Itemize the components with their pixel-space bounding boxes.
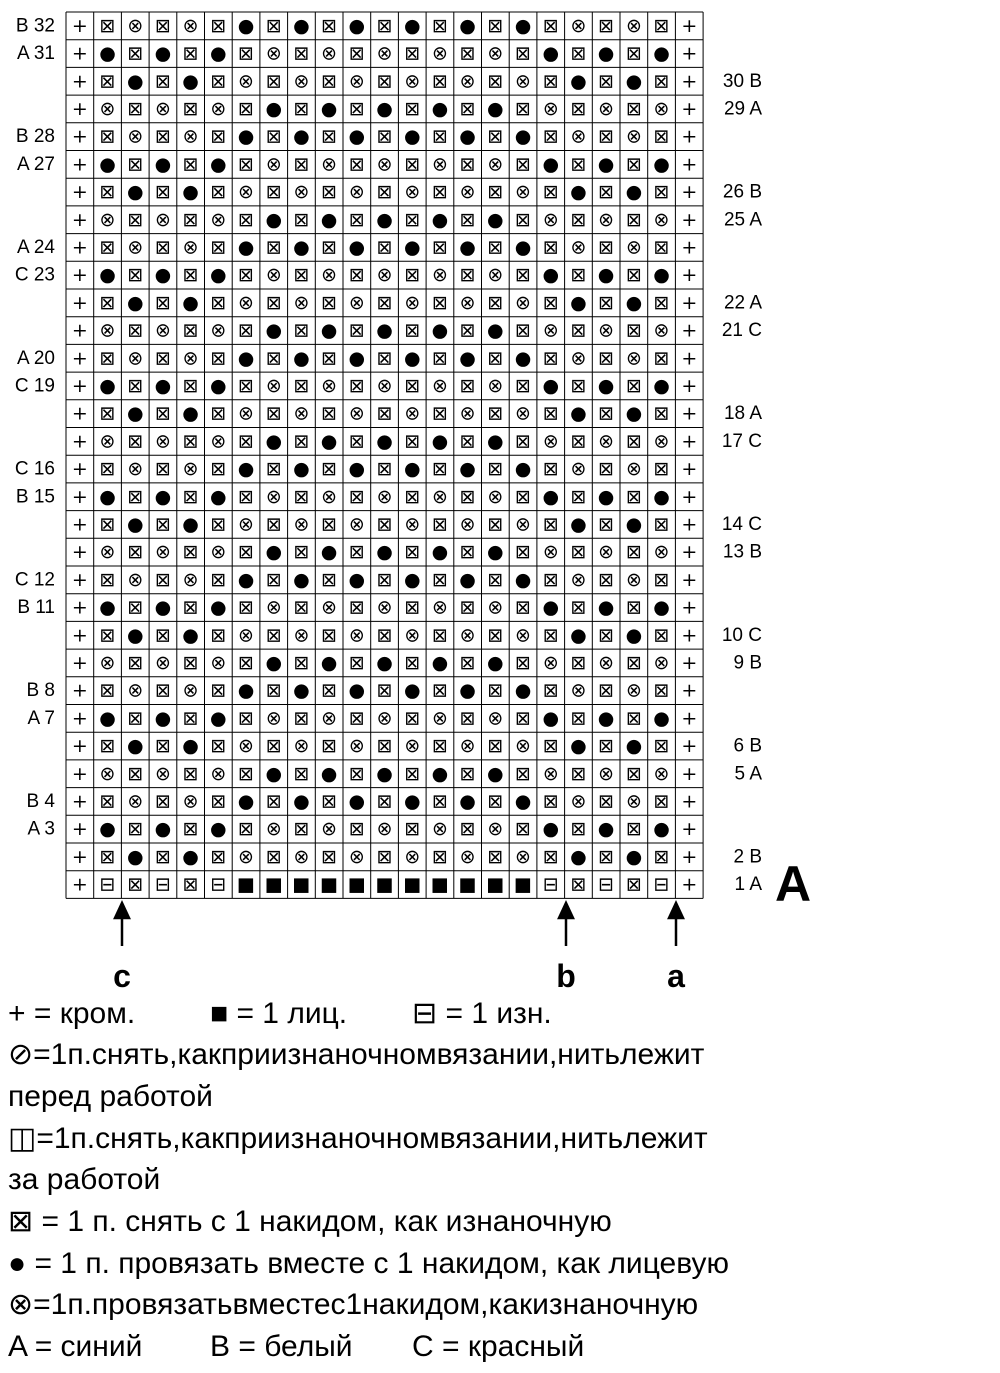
row-label: C 12 <box>15 569 55 590</box>
row-label: B 28 <box>16 126 55 147</box>
row-label: A 3 <box>28 819 55 840</box>
chart-row: +⊠⊗⊠⊗⊠●⊠●⊠●⊠●⊠●⊠●⊠⊗⊠⊗⊠+ <box>72 790 697 812</box>
row-label: B 15 <box>16 486 55 507</box>
row-label: A 27 <box>17 154 55 175</box>
chart-row: +●⊠●⊠●⊠⊗⊠⊗⊠⊗⊠⊗⊠⊗⊠●⊠●⊠●+ <box>72 486 697 508</box>
row-label: 30 B <box>723 71 762 92</box>
chart-row: +⊠●⊠●⊠⊗⊠⊗⊠⊗⊠⊗⊠⊗⊠⊗⊠●⊠●⊠+ <box>72 292 697 314</box>
arrows <box>113 900 685 946</box>
legend-text: B = белый <box>210 1330 353 1363</box>
column-marker: b <box>556 958 576 994</box>
chart-row: +⊗⊠⊗⊠⊗⊠●⊠●⊠●⊠●⊠●⊠⊗⊠⊗⊠⊗+ <box>72 541 697 563</box>
row-label: C 23 <box>15 265 55 286</box>
chart-row: +⊠⊗⊠⊗⊠●⊠●⊠●⊠●⊠●⊠●⊠⊗⊠⊗⊠+ <box>72 347 697 369</box>
row-label: 18 A <box>724 403 762 424</box>
chart-row: +●⊠●⊠●⊠⊗⊠⊗⊠⊗⊠⊗⊠⊗⊠●⊠●⊠●+ <box>72 707 697 729</box>
row-label: 2 B <box>733 846 762 867</box>
row-label: 25 A <box>724 209 762 230</box>
row-label: A 31 <box>17 43 55 64</box>
chart-row: +⊠⊗⊠⊗⊠●⊠●⊠●⊠●⊠●⊠●⊠⊗⊠⊗⊠+ <box>72 15 697 37</box>
legend-text: C = красный <box>412 1330 584 1363</box>
chart-row: +●⊠●⊠●⊠⊗⊠⊗⊠⊗⊠⊗⊠⊗⊠●⊠●⊠●+ <box>72 43 697 65</box>
legend-text: A = синий <box>8 1330 142 1363</box>
row-label: 17 C <box>722 431 762 452</box>
row-label: 29 A <box>724 98 762 119</box>
column-marker: c <box>113 958 131 994</box>
legend-text: ⊠ = 1 п. снять с 1 накидом, как изнаночн… <box>8 1205 612 1238</box>
chart-row: +⊠⊗⊠⊗⊠●⊠●⊠●⊠●⊠●⊠●⊠⊗⊠⊗⊠+ <box>72 569 697 591</box>
chart-row: +⊗⊠⊗⊠⊗⊠●⊠●⊠●⊠●⊠●⊠⊗⊠⊗⊠⊗+ <box>72 652 697 674</box>
chart-row: +⊠●⊠●⊠⊗⊠⊗⊠⊗⊠⊗⊠⊗⊠⊗⊠●⊠●⊠+ <box>72 624 697 646</box>
row-label: A 24 <box>17 237 55 258</box>
chart-label: A <box>775 856 811 912</box>
row-label: A 20 <box>17 348 55 369</box>
legend-text: ⊗=1п.провязатьвместес1накидом,какизнаноч… <box>8 1288 698 1321</box>
chart-row: +⊠⊗⊠⊗⊠●⊠●⊠●⊠●⊠●⊠●⊠⊗⊠⊗⊠+ <box>72 236 697 258</box>
legend-text: перед работой <box>8 1080 213 1113</box>
chart-row: +⊠●⊠●⊠⊗⊠⊗⊠⊗⊠⊗⊠⊗⊠⊗⊠●⊠●⊠+ <box>72 846 697 868</box>
row-label: C 19 <box>15 375 55 396</box>
legend-text: ⊘=1п.снять,какприизнаночномвязании,нитьл… <box>8 1038 705 1071</box>
chart-row: +●⊠●⊠●⊠⊗⊠⊗⊠⊗⊠⊗⊠⊗⊠●⊠●⊠●+ <box>72 597 697 619</box>
row-label: B 11 <box>17 597 55 618</box>
legend-text: ⊟ = 1 изн. <box>412 997 552 1030</box>
chart-row: +⊠●⊠●⊠⊗⊠⊗⊠⊗⊠⊗⊠⊗⊠⊗⊠●⊠●⊠+ <box>72 735 697 757</box>
row-label: B 8 <box>26 680 55 701</box>
chart-row: +●⊠●⊠●⊠⊗⊠⊗⊠⊗⊠⊗⊠⊗⊠●⊠●⊠●+ <box>72 264 697 286</box>
row-label: 13 B <box>723 542 762 563</box>
legend-text: ◫=1п.снять,какприизнаночномвязании,нитьл… <box>8 1122 708 1155</box>
row-label: 22 A <box>724 292 762 313</box>
chart-row: +⊠●⊠●⊠⊗⊠⊗⊠⊗⊠⊗⊠⊗⊠⊗⊠●⊠●⊠+ <box>72 181 697 203</box>
row-label: 10 C <box>722 625 762 646</box>
legend-text: + = кром. <box>8 997 135 1030</box>
chart-row: +⊟⊠⊟⊠⊟■■■■■■■■■■■⊟⊠⊟⊠⊟+ <box>72 874 697 896</box>
row-label: 6 B <box>733 736 762 757</box>
chart-row: +●⊠●⊠●⊠⊗⊠⊗⊠⊗⊠⊗⊠⊗⊠●⊠●⊠●+ <box>72 375 697 397</box>
legend-text: ■ = 1 лиц. <box>210 997 347 1030</box>
chart-row: +●⊠●⊠●⊠⊗⊠⊗⊠⊗⊠⊗⊠⊗⊠●⊠●⊠●+ <box>72 818 697 840</box>
chart-row: +⊠⊗⊠⊗⊠●⊠●⊠●⊠●⊠●⊠●⊠⊗⊠⊗⊠+ <box>72 680 697 702</box>
chart-row: +⊗⊠⊗⊠⊗⊠●⊠●⊠●⊠●⊠●⊠⊗⊠⊗⊠⊗+ <box>72 98 697 120</box>
chart-row: +⊗⊠⊗⊠⊗⊠●⊠●⊠●⊠●⊠●⊠⊗⊠⊗⊠⊗+ <box>72 430 697 452</box>
column-marker: a <box>667 958 685 994</box>
chart-row: +⊠⊗⊠⊗⊠●⊠●⊠●⊠●⊠●⊠●⊠⊗⊠⊗⊠+ <box>72 126 697 148</box>
chart-row: +⊗⊠⊗⊠⊗⊠●⊠●⊠●⊠●⊠●⊠⊗⊠⊗⊠⊗+ <box>72 209 697 231</box>
chart-row: +⊠⊗⊠⊗⊠●⊠●⊠●⊠●⊠●⊠●⊠⊗⊠⊗⊠+ <box>72 458 697 480</box>
legend-text: ● = 1 п. провязать вместе с 1 накидом, к… <box>8 1247 729 1280</box>
chart-row: +⊠●⊠●⊠⊗⊠⊗⊠⊗⊠⊗⊠⊗⊠⊗⊠●⊠●⊠+ <box>72 70 697 92</box>
chart-row: +●⊠●⊠●⊠⊗⊠⊗⊠⊗⊠⊗⊠⊗⊠●⊠●⊠●+ <box>72 153 697 175</box>
row-label: 26 B <box>723 182 762 203</box>
legend-text: за работой <box>8 1163 160 1196</box>
chart-row: +⊠●⊠●⊠⊗⊠⊗⊠⊗⊠⊗⊠⊗⊠⊗⊠●⊠●⊠+ <box>72 513 697 535</box>
row-label: 9 B <box>733 652 762 673</box>
row-label: B 4 <box>26 791 55 812</box>
chart-row: +⊗⊠⊗⊠⊗⊠●⊠●⊠●⊠●⊠●⊠⊗⊠⊗⊠⊗+ <box>72 320 697 342</box>
row-label: A 7 <box>28 708 55 729</box>
row-label: 14 C <box>722 514 762 535</box>
row-label: C 16 <box>15 459 55 480</box>
row-label: 21 C <box>722 320 762 341</box>
row-label: B 32 <box>16 15 55 36</box>
row-label: 1 A <box>735 874 763 895</box>
row-label: 5 A <box>735 763 763 784</box>
chart-row: +⊠●⊠●⊠⊗⊠⊗⊠⊗⊠⊗⊠⊗⊠⊗⊠●⊠●⊠+ <box>72 403 697 425</box>
chart-row: +⊗⊠⊗⊠⊗⊠●⊠●⊠●⊠●⊠●⊠⊗⊠⊗⊠⊗+ <box>72 763 697 785</box>
